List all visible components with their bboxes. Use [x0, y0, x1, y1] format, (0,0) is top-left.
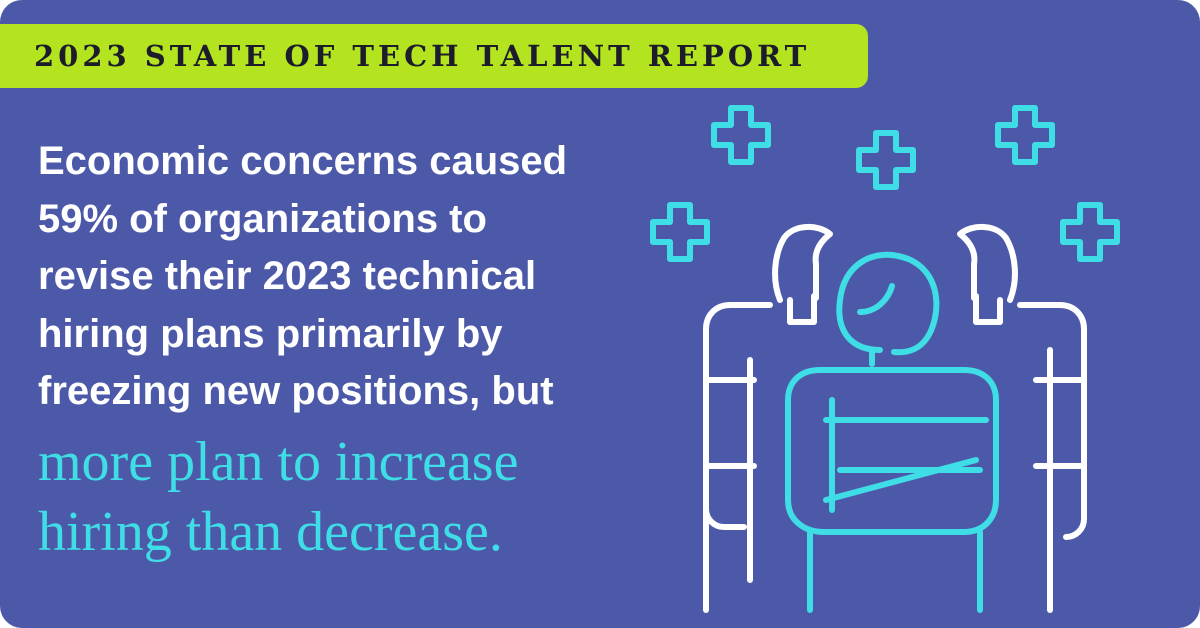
highlight-line: more plan to increase: [38, 430, 519, 493]
body-line: freezing new positions, but: [38, 369, 554, 413]
body-line: 59% of organizations to: [38, 196, 487, 241]
body-line: revise their 2023 technical: [38, 254, 537, 298]
highlight: more plan to increase hiring than decrea…: [38, 427, 678, 567]
crosses: [650, 105, 1120, 262]
illustration: [650, 105, 1120, 613]
body-line: Economic concerns caused: [38, 139, 568, 183]
body-text: Economic concerns caused 59% of organiza…: [38, 133, 678, 567]
woman: [785, 251, 999, 613]
banner-title: 2023 STATE OF TECH TALENT REPORT: [34, 39, 811, 73]
body-line: hiring plans primarily by: [38, 311, 503, 356]
highlight-line: hiring than decrease.: [38, 500, 503, 563]
banner: 2023 STATE OF TECH TALENT REPORT: [0, 24, 868, 88]
men: [703, 224, 1087, 613]
